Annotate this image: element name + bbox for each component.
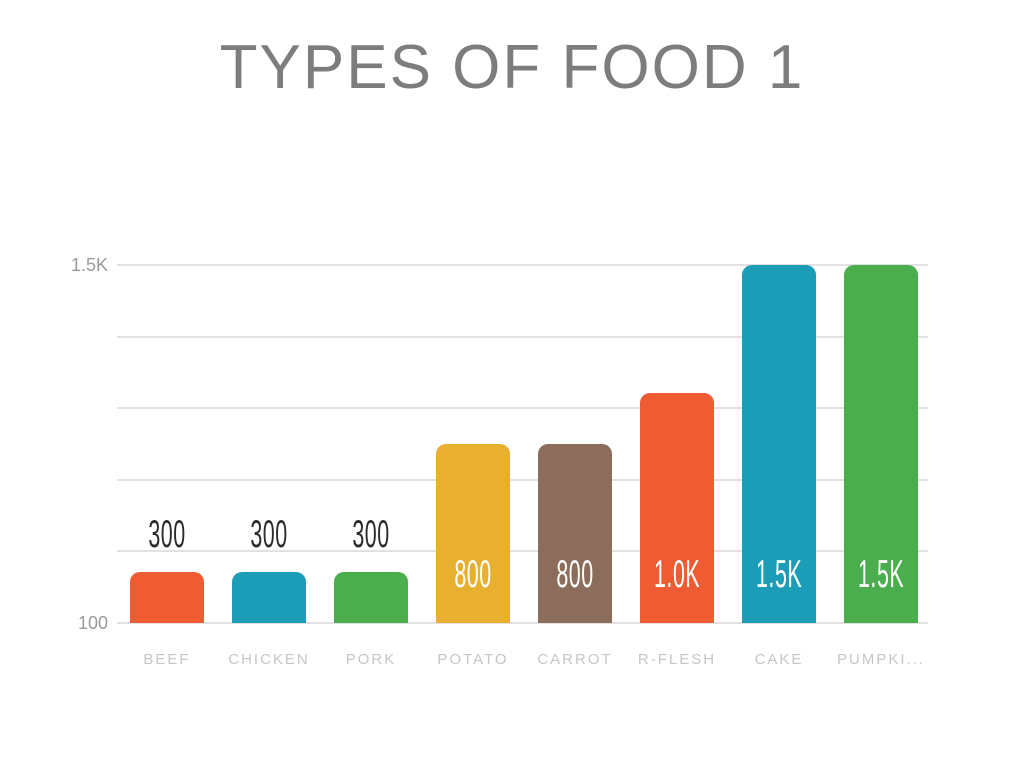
gridline	[117, 478, 928, 481]
x-axis-label-pork: PORK	[345, 651, 397, 668]
x-axis-label-chicken: CHICKEN	[228, 651, 310, 668]
bar-value-text: 1.0K	[653, 553, 701, 596]
x-axis-label-pumpki: PUMPKI...	[836, 651, 925, 668]
x-axis-label-potato: POTATO	[437, 651, 509, 668]
bar-value-label: 800	[524, 553, 626, 598]
gridline	[117, 264, 928, 266]
bar-value-text: 1.5K	[755, 553, 803, 596]
bar-value-label: 300	[218, 512, 320, 558]
bar-chicken	[232, 571, 306, 623]
bar-cake	[742, 265, 816, 623]
bar-value-label: 300	[116, 512, 218, 558]
bar-pork	[334, 571, 408, 623]
bar-value-label: 800	[422, 553, 524, 598]
bar-value-label: 1.5K	[728, 553, 830, 598]
gridline	[117, 550, 928, 553]
bar-carrot	[538, 444, 612, 623]
bar-pumpki	[844, 265, 918, 623]
bar-beef	[130, 571, 204, 623]
bar-value-text: 300	[352, 512, 390, 556]
y-axis-label-top: 1.5K	[70, 255, 108, 275]
bar-potato	[436, 444, 510, 623]
y-axis-label-bottom: 100	[77, 613, 108, 633]
bar-value-label: 1.5K	[830, 553, 932, 598]
gridline	[117, 622, 928, 624]
bar-value-text: 800	[556, 553, 594, 596]
bar-value-text: 1.5K	[857, 553, 905, 596]
bar-value-label: 1.0K	[626, 553, 728, 598]
x-axis-label-r-flesh: R-FLESH	[637, 651, 717, 668]
bar-r-flesh	[640, 392, 714, 623]
x-axis-label-carrot: CARROT	[537, 651, 613, 668]
gridline	[117, 335, 928, 338]
gridline	[117, 407, 928, 410]
bar-value-text: 300	[250, 512, 288, 556]
x-axis-label-cake: CAKE	[754, 651, 804, 668]
bar-value-text: 800	[454, 553, 492, 596]
bar-value-label: 300	[320, 512, 422, 558]
x-axis-label-beef: BEEF	[143, 651, 191, 668]
bar-value-text: 300	[148, 512, 186, 556]
chart-title: TYPES OF FOOD 1	[219, 33, 805, 102]
